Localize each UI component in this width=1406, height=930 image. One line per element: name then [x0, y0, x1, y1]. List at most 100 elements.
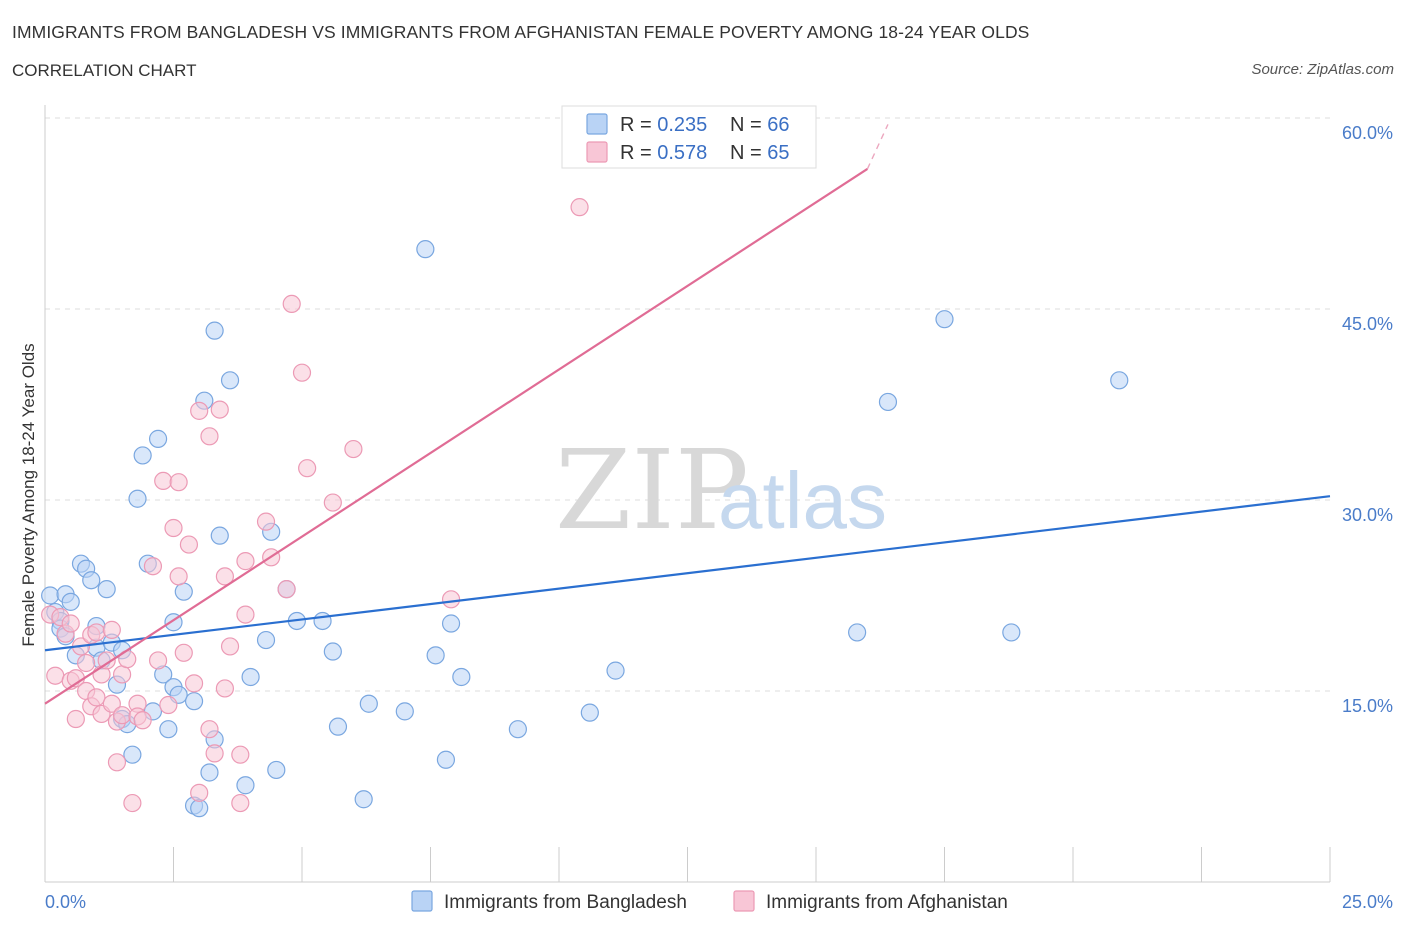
data-point [200, 427, 219, 446]
data-point [215, 679, 234, 698]
data-point [169, 567, 188, 586]
data-point [82, 571, 101, 590]
y-tick-label: 60.0% [1342, 123, 1393, 143]
data-point [46, 666, 65, 685]
bottom-legend-blue-swatch [411, 890, 433, 912]
data-point [848, 623, 867, 642]
data-point [241, 667, 260, 687]
data-point [580, 703, 599, 722]
legend-pink-n-label: N = [730, 142, 767, 164]
data-point [298, 459, 317, 478]
data-point [143, 557, 163, 576]
data-point [570, 198, 589, 217]
data-point [41, 586, 60, 605]
y-axis-label: Female Poverty Among 18-24 Year Olds [19, 343, 38, 646]
source-label: Source: ZipAtlas.com [1251, 61, 1394, 78]
data-point [436, 750, 456, 769]
data-point [112, 665, 132, 684]
data-point [354, 790, 373, 809]
data-point [277, 580, 296, 599]
data-point [148, 429, 168, 448]
chart-title: IMMIGRANTS FROM BANGLADESH VS IMMIGRANTS… [12, 22, 1030, 42]
chart-subtitle: CORRELATION CHART [12, 61, 197, 80]
data-point [159, 720, 178, 739]
x-tick-label-max: 25.0% [1342, 892, 1393, 912]
legend-blue-n-label: N = [730, 114, 767, 136]
data-point [452, 667, 471, 687]
series-legend: Immigrants from Bangladesh Immigrants fr… [411, 890, 1008, 913]
data-point [174, 643, 193, 662]
data-point [267, 760, 286, 780]
bangladesh-points [41, 240, 1129, 818]
bottom-legend-blue-label: Immigrants from Bangladesh [444, 892, 687, 913]
data-point [292, 363, 312, 382]
axes [44, 105, 1331, 883]
grid-lines [45, 117, 1330, 692]
watermark-zip: ZIP [555, 426, 749, 554]
data-point [256, 512, 276, 531]
data-point [200, 763, 219, 782]
afghanistan-trend-line [44, 168, 868, 705]
data-point [323, 642, 342, 661]
svg-text:N = 66: N = 66 [730, 114, 790, 136]
data-point [102, 694, 121, 713]
data-point [231, 745, 250, 764]
correlation-legend: R = 0.235 N = 66 R = 0.578 N = 65 [561, 105, 817, 169]
data-point [328, 717, 348, 736]
data-point [112, 706, 132, 725]
data-point [210, 400, 229, 419]
y-tick-label: 30.0% [1342, 505, 1393, 525]
data-point [154, 471, 173, 490]
data-point [179, 535, 199, 554]
data-point [159, 695, 178, 715]
y-tick-label: 15.0% [1342, 696, 1393, 716]
data-point [1002, 623, 1021, 642]
data-point [190, 799, 209, 818]
data-point [236, 776, 255, 795]
data-point [426, 646, 445, 665]
data-point [236, 552, 255, 571]
data-point [323, 493, 342, 512]
data-point [256, 630, 276, 650]
data-point [97, 651, 116, 670]
afghanistan-points [41, 198, 589, 813]
data-point [128, 489, 147, 508]
svg-text:N = 65: N = 65 [730, 142, 790, 164]
data-point [164, 518, 183, 538]
data-point [878, 392, 898, 412]
data-point [1110, 371, 1129, 390]
data-point [148, 651, 168, 670]
legend-blue-swatch [586, 113, 608, 135]
data-point [87, 623, 106, 642]
data-point [215, 567, 234, 586]
data-point [359, 694, 378, 713]
legend-pink-r-value: 0.578 [657, 142, 707, 164]
data-point [441, 590, 461, 609]
afghanistan-trend-extension [866, 124, 889, 170]
data-point [123, 793, 142, 813]
data-point [123, 745, 142, 764]
legend-blue-n-value: 66 [767, 114, 789, 136]
data-point [441, 614, 461, 633]
data-point [200, 720, 219, 739]
data-point [508, 720, 527, 739]
data-point [61, 614, 80, 633]
data-point [184, 674, 204, 693]
data-point [169, 473, 188, 492]
data-point [102, 620, 121, 639]
data-point [190, 401, 209, 420]
data-point [231, 793, 250, 813]
data-point [935, 310, 954, 329]
data-point [133, 446, 152, 465]
tick-labels: 15.0% 30.0% 45.0% 60.0% 0.0% 25.0% [45, 123, 1393, 912]
legend-blue-r-label: R = [620, 114, 657, 136]
data-point [97, 580, 116, 599]
bottom-legend-pink-label: Immigrants from Afghanistan [766, 892, 1008, 913]
data-point [87, 688, 106, 707]
data-point [77, 653, 96, 673]
data-point [416, 240, 435, 259]
data-point [66, 709, 85, 729]
data-point [174, 582, 193, 601]
trend-lines [44, 124, 1331, 705]
svg-text:R = 0.578: R = 0.578 [620, 142, 707, 164]
